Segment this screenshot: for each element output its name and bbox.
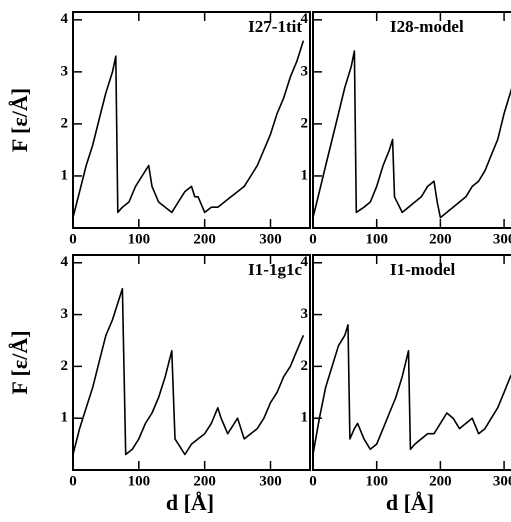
x-tick-label: 0 xyxy=(69,473,77,489)
y-tick-label: 1 xyxy=(61,410,69,426)
y-tick-label: 3 xyxy=(301,306,309,322)
x-tick-label: 300 xyxy=(493,473,511,489)
y-axis-label: F [ε/Å] xyxy=(7,88,32,152)
x-tick-label: 0 xyxy=(69,231,77,247)
x-tick-label: 300 xyxy=(493,231,511,247)
panel-title: I27-1tit xyxy=(248,17,302,36)
x-tick-label: 200 xyxy=(429,231,452,247)
panel-title: I28-model xyxy=(390,17,464,36)
x-tick-label: 0 xyxy=(309,473,317,489)
y-tick-label: 4 xyxy=(301,11,309,27)
x-axis-label: d [Å] xyxy=(386,490,434,515)
y-tick-label: 3 xyxy=(61,63,69,79)
y-tick-label: 4 xyxy=(301,254,309,270)
y-tick-label: 3 xyxy=(61,306,69,322)
x-tick-label: 100 xyxy=(128,231,151,247)
x-tick-label: 100 xyxy=(365,473,388,489)
data-line xyxy=(72,287,305,456)
panel-title: I1-1g1c xyxy=(248,260,302,279)
y-tick-label: 2 xyxy=(61,115,69,131)
x-tick-label: 300 xyxy=(259,473,282,489)
y-tick-label: 4 xyxy=(61,11,69,27)
y-tick-label: 2 xyxy=(301,115,309,131)
data-line xyxy=(312,50,511,219)
y-tick-label: 1 xyxy=(301,167,309,183)
plot-frame xyxy=(72,254,311,471)
x-tick-label: 200 xyxy=(193,473,216,489)
x-tick-label: 0 xyxy=(309,231,317,247)
x-tick-label: 100 xyxy=(365,231,388,247)
y-tick-label: 2 xyxy=(301,358,309,374)
x-tick-label: 200 xyxy=(193,231,216,247)
x-axis-label: d [Å] xyxy=(166,490,214,515)
y-axis-label: F [ε/Å] xyxy=(7,330,32,394)
y-tick-label: 1 xyxy=(301,410,309,426)
panel-title: I1-model xyxy=(390,260,455,279)
y-tick-label: 1 xyxy=(61,167,69,183)
x-tick-label: 300 xyxy=(259,231,282,247)
y-tick-label: 2 xyxy=(61,358,69,374)
x-tick-label: 100 xyxy=(128,473,151,489)
data-line xyxy=(312,324,511,455)
plot-frame xyxy=(72,11,311,229)
y-tick-label: 4 xyxy=(61,254,69,270)
plot-frame xyxy=(312,254,511,471)
plot-frame xyxy=(312,11,511,229)
y-tick-label: 3 xyxy=(301,63,309,79)
data-line xyxy=(72,40,305,218)
x-tick-label: 200 xyxy=(429,473,452,489)
